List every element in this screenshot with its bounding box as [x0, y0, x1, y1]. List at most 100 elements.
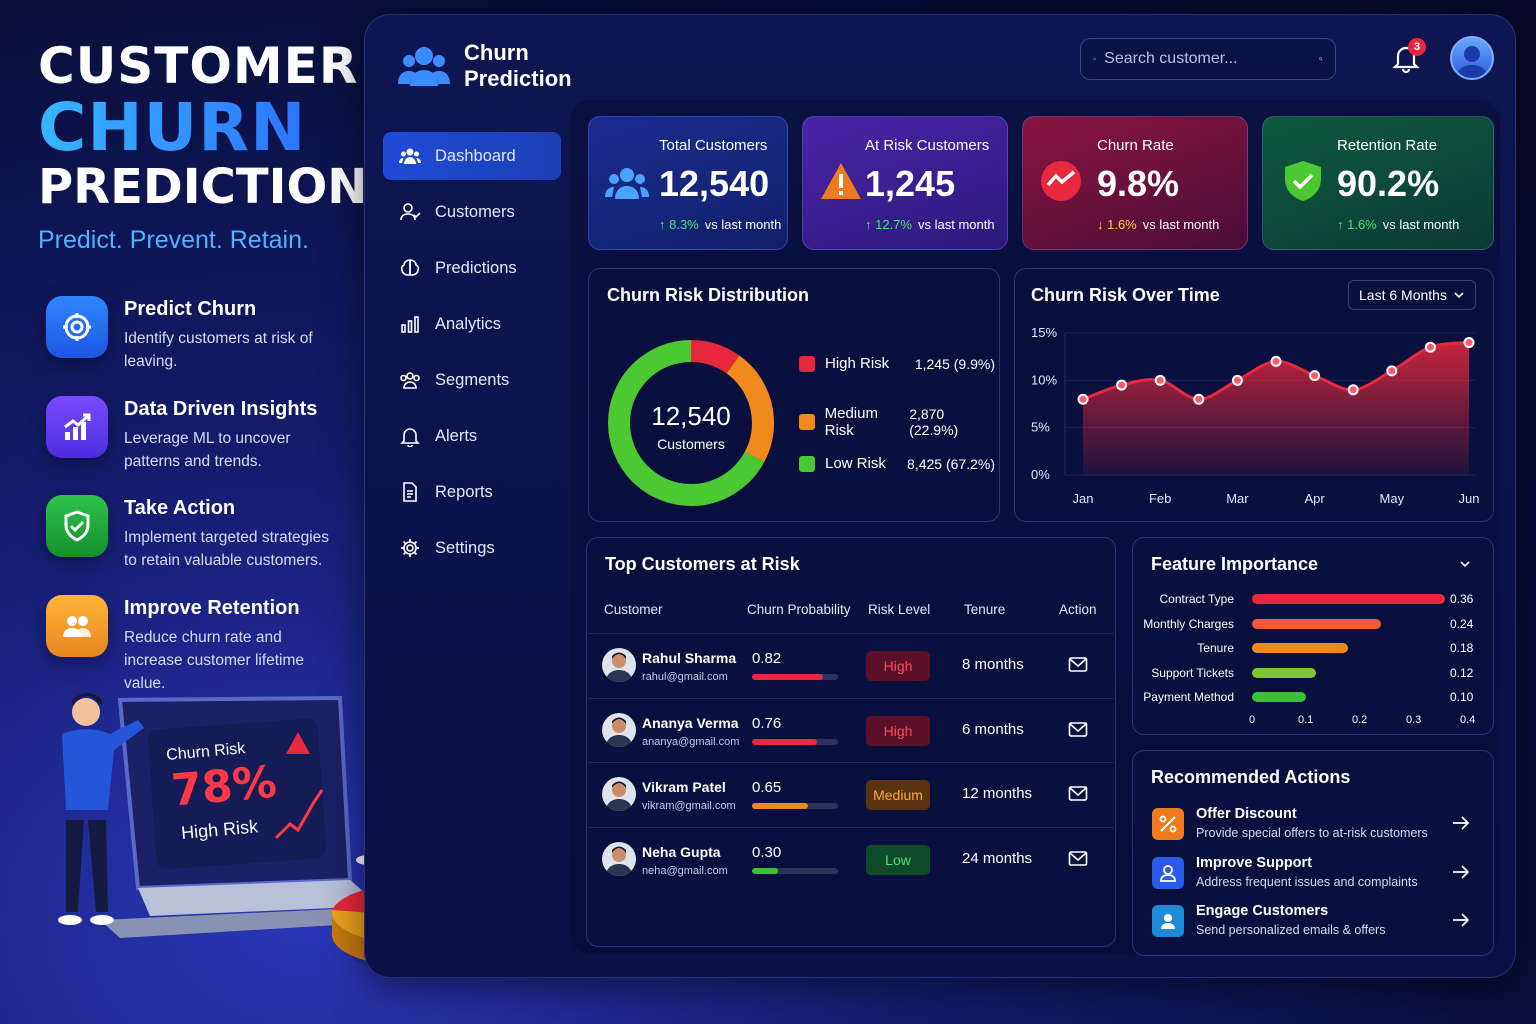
hero: CUSTOMER CHURN PREDICTION Predict. Preve… — [38, 40, 367, 255]
hero-title: CUSTOMER CHURN PREDICTION — [38, 40, 367, 212]
x-tick-label: Jun — [1459, 491, 1480, 506]
feature-list: Predict Churn Identify customers at risk… — [46, 296, 336, 717]
sidebar-item-reports[interactable]: Reports — [383, 468, 561, 516]
feature-desc: Implement targeted strategies to retain … — [124, 529, 330, 570]
feature-item: Take Action Implement targeted strategie… — [46, 495, 336, 573]
tenure: 6 months — [962, 720, 1024, 738]
customer-name: Ananya Verma — [642, 714, 739, 731]
chevron-down-icon — [1454, 292, 1464, 299]
sidebar: Dashboard Customers Predictions Analytic… — [383, 132, 561, 580]
legend-label: Medium Risk — [824, 405, 878, 439]
arrow-right-icon[interactable] — [1450, 812, 1472, 834]
stat-delta: ↑ 8.3% — [659, 217, 699, 232]
avatar[interactable] — [1450, 36, 1494, 80]
action-improve-support[interactable]: Improve Support Address frequent issues … — [1152, 855, 1476, 899]
panel-title: Feature Importance — [1151, 554, 1319, 574]
churn-probability: 0.65 — [752, 779, 782, 796]
brand: Churn Prediction — [398, 40, 572, 93]
data-point — [1386, 365, 1398, 377]
risk-level-badge: Medium — [866, 780, 930, 810]
mail-icon[interactable] — [1068, 721, 1088, 739]
recommended-actions-panel: Recommended Actions — [1132, 750, 1494, 956]
sidebar-item-dashboard[interactable]: Dashboard — [383, 132, 561, 180]
stat-delta-suffix: vs last month — [917, 217, 995, 232]
legend-label: High Risk — [825, 355, 890, 372]
data-point — [1309, 370, 1321, 382]
bell-icon — [400, 428, 420, 447]
customer-avatar — [602, 777, 636, 811]
feature-desc: Reduce churn rate and increase customer … — [124, 628, 305, 693]
arrow-right-icon[interactable] — [1450, 861, 1472, 883]
feature-value: 0.12 — [1450, 665, 1474, 680]
legend-label: Low Risk — [825, 455, 886, 472]
sidebar-item-segments[interactable]: Segments — [383, 356, 561, 404]
probability-bar — [752, 674, 838, 680]
risk-distribution-panel: Churn Risk Distribution 12,540 Customers… — [588, 268, 1000, 522]
table-row[interactable]: Rahul Sharma rahul@gmail.com 0.82 High 8 mon… — [588, 633, 1114, 697]
feature-importance-panel: Feature Importance — [1132, 537, 1494, 735]
users-logo-icon — [398, 47, 450, 87]
search-icon[interactable] — [1319, 48, 1323, 70]
donut-center-value: 12,540 — [651, 401, 731, 431]
action-engage-customers[interactable]: Engage Customers Send personalized email… — [1152, 903, 1476, 947]
notification-badge: 3 — [1408, 38, 1426, 56]
table-header: Risk Level — [868, 602, 931, 617]
engage-icon — [1152, 905, 1184, 937]
data-point — [1231, 374, 1243, 386]
feature-value: 0.36 — [1450, 592, 1474, 606]
target-icon — [46, 296, 108, 358]
x-tick-label: Feb — [1149, 491, 1171, 506]
stat-card-retention-rate: Retention Rate 90.2% ↑ 1.6% vs last month — [1262, 116, 1494, 250]
y-tick-label: 10% — [1031, 372, 1057, 387]
arrow-right-icon[interactable] — [1450, 909, 1472, 931]
area-fill — [1083, 342, 1469, 475]
sidebar-item-predictions[interactable]: Predictions — [383, 244, 561, 292]
feature-label: Tenure — [1197, 641, 1234, 655]
table-header: Churn Probability — [747, 602, 851, 617]
stat-card-total-customers: Total Customers 12,540 ↑ 8.3% vs last mon… — [588, 116, 788, 250]
mail-icon[interactable] — [1068, 656, 1088, 674]
data-point — [1347, 384, 1359, 396]
area-chart: 0% 5% 10% 15% Jan Feb Mar Apr May Jun — [1031, 325, 1480, 506]
legend-value: 2,870 (22.9%) — [909, 406, 959, 438]
mail-icon[interactable] — [1068, 850, 1088, 868]
feature-bar — [1252, 692, 1306, 702]
search-input[interactable] — [1104, 50, 1312, 68]
mail-icon[interactable] — [1068, 785, 1088, 803]
stat-label: At Risk Customers — [865, 137, 990, 154]
sidebar-item-settings[interactable]: Settings — [383, 524, 561, 572]
legend-item: High Risk 1,245 (9.9%) — [799, 355, 995, 372]
churn-probability: 0.82 — [752, 650, 782, 667]
table-row[interactable]: Neha Gupta neha@gmail.com 0.30 Low 24 months — [588, 826, 1114, 891]
panel-title: Top Customers at Risk — [605, 554, 800, 574]
risk-level-badge: Low — [866, 844, 930, 875]
segments-icon — [400, 372, 420, 389]
data-point — [1077, 393, 1089, 405]
sidebar-item-alerts[interactable]: Alerts — [383, 412, 561, 460]
legend-item: Medium Risk 2,870 (22.9%) — [799, 405, 995, 439]
range-select-value: Last 6 Months — [1359, 287, 1447, 303]
tenure: 12 months — [962, 785, 1033, 802]
action-title: Engage Customers — [1196, 903, 1329, 919]
action-offer-discount[interactable]: Offer Discount Provide special offers to… — [1152, 806, 1476, 850]
probability-bar — [752, 803, 838, 809]
feature-value: 0.24 — [1450, 616, 1474, 631]
legend-value: 8,425 (67.2%) — [907, 455, 995, 472]
sidebar-item-customers[interactable]: Customers — [383, 188, 561, 236]
table-row[interactable]: Vikram Patel vikram@gmail.com 0.65 Medium 12… — [588, 762, 1114, 826]
chart-up-icon — [46, 395, 108, 458]
shield-check-icon — [1285, 161, 1321, 201]
brain-icon — [400, 259, 420, 276]
customer-email: neha@gmail.com — [642, 864, 728, 877]
donut-chart: 12,540 Customers — [608, 340, 774, 506]
sidebar-item-label: Settings — [435, 538, 495, 557]
chevron-down-icon[interactable] — [1459, 558, 1471, 570]
feature-label: Monthly Charges — [1143, 616, 1234, 631]
sidebar-item-analytics[interactable]: Analytics — [383, 300, 561, 348]
table-row[interactable]: Ananya Verma ananya@gmail.com 0.76 High 6 mo… — [588, 697, 1114, 762]
legend-item: Low Risk 8,425 (67.2%) — [799, 455, 995, 472]
gear-icon — [401, 539, 419, 557]
action-desc: Address frequent issues and complaints — [1196, 875, 1418, 889]
stat-delta-suffix: vs last month — [704, 217, 782, 232]
range-select[interactable]: Last 6 Months — [1348, 280, 1476, 310]
